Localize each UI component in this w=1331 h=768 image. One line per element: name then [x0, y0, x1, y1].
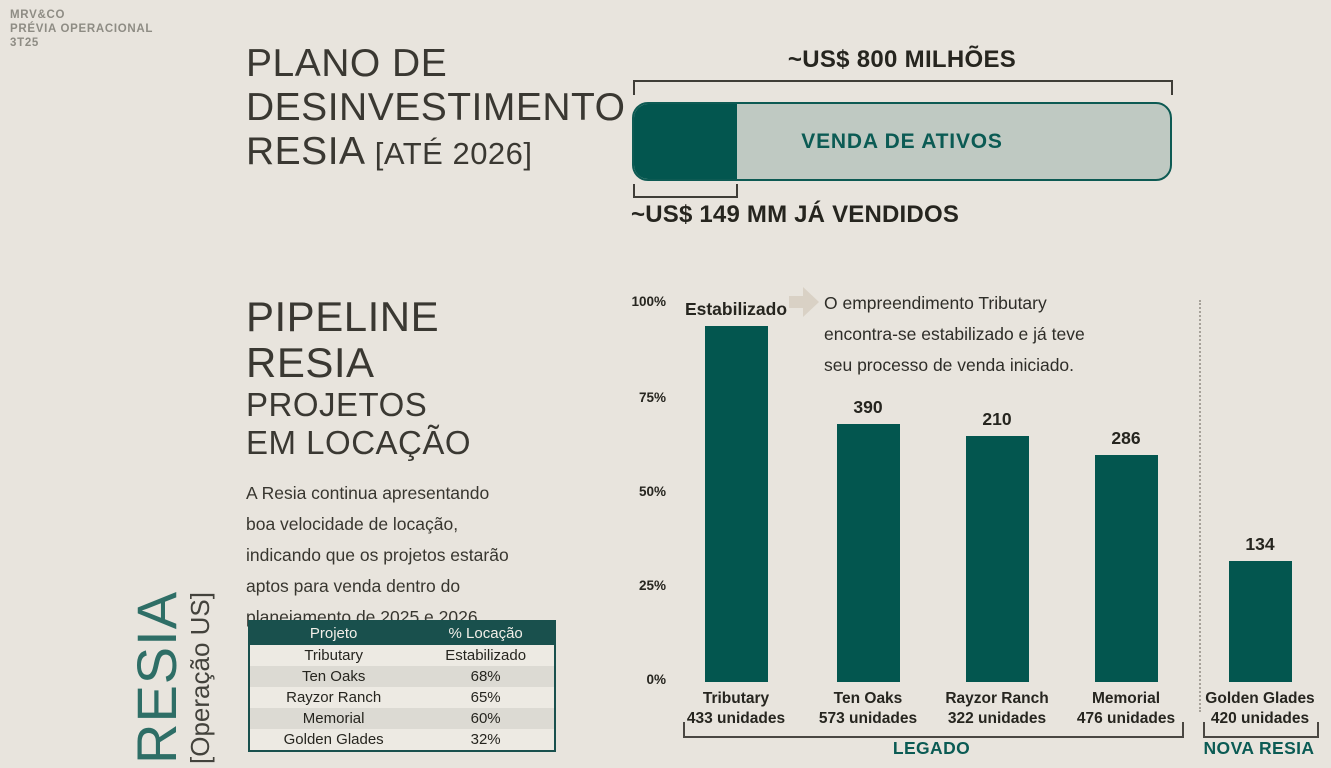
bar-golden-glades	[1228, 561, 1292, 682]
x-label-project: Rayzor Ranch	[945, 690, 1049, 707]
total-target-label: ~US$ 800 MILHÕES	[787, 46, 1017, 73]
bar-value-label: 210	[982, 409, 1012, 429]
x-label-units: 322 unidades	[947, 709, 1047, 727]
x-label-project: Tributary	[702, 690, 770, 707]
cell-leasing-pct: 65%	[417, 687, 555, 708]
bar-rayzor-ranch	[965, 436, 1029, 682]
table-header-project: Projeto	[249, 621, 418, 645]
legacy-nova-separator	[1199, 300, 1201, 712]
x-axis-label: Memorial 476 unidades	[1048, 689, 1204, 728]
cell-leasing-pct: 68%	[417, 666, 555, 687]
arrow-right-icon	[789, 287, 819, 317]
x-axis-label: Rayzor Ranch 322 unidades	[919, 689, 1075, 728]
cell-project-name: Golden Glades	[249, 729, 418, 751]
progressbar-sold-fill	[634, 104, 737, 179]
nova-resia-bracket	[1203, 722, 1319, 738]
x-label-project: Memorial	[1091, 690, 1161, 707]
projects-table: Projeto % Locação Tributary Estabilizado T…	[248, 620, 556, 752]
page-title-line1: PLANO DE	[246, 42, 448, 85]
x-axis-label: Golden Glades 420 unidades	[1182, 689, 1331, 728]
sold-bracket	[633, 184, 738, 198]
table-header-leasing: % Locação	[417, 621, 555, 645]
nova-resia-label: NOVA RESIA	[1203, 738, 1315, 758]
page-title: PLANO DE DESINVESTIMENTO RESIA [ATÉ 2026…	[246, 42, 626, 176]
pipeline-paragraph: A Resia continua apresentando boa veloci…	[246, 483, 509, 627]
cell-leasing-pct: Estabilizado	[417, 645, 555, 666]
table-header-row: Projeto % Locação	[249, 621, 555, 645]
y-axis-tick: 100%	[631, 294, 666, 309]
bar-tributary	[704, 326, 768, 682]
page-title-deadline: [ATÉ 2026]	[374, 136, 533, 171]
pipeline-title-line2: RESIA	[246, 339, 375, 386]
vertical-operation-label: [Operação US]	[185, 592, 215, 764]
progressbar-label: VENDA DE ATIVOS	[801, 129, 1003, 153]
x-label-units: 476 unidades	[1076, 709, 1176, 727]
legado-bracket	[683, 722, 1184, 738]
x-axis-label: Ten Oaks 573 unidades	[790, 689, 946, 728]
asset-sale-progressbar	[632, 102, 1172, 181]
sold-amount-label: ~US$ 149 MM JÁ VENDIDOS	[631, 201, 960, 228]
report-quarter: 3T25	[10, 37, 40, 49]
table-row: Memorial 60%	[249, 708, 555, 729]
legado-label: LEGADO	[892, 738, 971, 758]
pipeline-subtitle-line1: PROJETOS	[246, 386, 428, 423]
table-row: Rayzor Ranch 65%	[249, 687, 555, 708]
cell-project-name: Ten Oaks	[249, 666, 418, 687]
total-bracket	[633, 80, 1173, 95]
page-title-line3: RESIA [ATÉ 2026]	[246, 130, 626, 176]
table-row: Golden Glades 32%	[249, 729, 555, 751]
cell-project-name: Tributary	[249, 645, 418, 666]
table-row: Tributary Estabilizado	[249, 645, 555, 666]
tributary-annotation: O empreendimento Tributary encontra-se e…	[824, 293, 1085, 375]
x-label-units: 573 unidades	[818, 709, 918, 727]
bar-value-label: 134	[1245, 534, 1275, 554]
page-title-brand: RESIA	[246, 130, 364, 173]
x-label-project: Ten Oaks	[833, 690, 903, 707]
x-label-units: 433 unidades	[686, 709, 786, 727]
pipeline-title-line1: PIPELINE	[246, 293, 440, 340]
x-label-project: Golden Glades	[1205, 690, 1315, 707]
cell-leasing-pct: 32%	[417, 729, 555, 751]
pipeline-subtitle-line2: EM LOCAÇÃO	[246, 424, 472, 461]
y-axis-tick: 75%	[638, 390, 666, 405]
bar-ten-oaks	[836, 424, 900, 682]
report-name: PRÉVIA OPERACIONAL	[10, 23, 154, 35]
report-brand: MRV&CO	[10, 9, 66, 21]
x-axis-label: Tributary 433 unidades	[658, 689, 814, 728]
cell-leasing-pct: 60%	[417, 708, 555, 729]
page-title-line2: DESINVESTIMENTO	[246, 86, 626, 129]
report-meta: MRV&CO PRÉVIA OPERACIONAL 3T25	[10, 8, 153, 50]
bar-value-label: 286	[1111, 428, 1141, 448]
bar-memorial	[1094, 455, 1158, 682]
y-axis-tick: 50%	[638, 484, 666, 499]
y-axis-tick: 0%	[646, 672, 666, 687]
vertical-brand-label: RESIA	[125, 590, 188, 764]
bar-value-label: 390	[853, 397, 883, 417]
x-label-units: 420 unidades	[1210, 709, 1310, 727]
bar-value-label: Estabilizado	[684, 299, 788, 319]
pipeline-title: PIPELINE RESIA PROJETOS EM LOCAÇÃO	[246, 294, 471, 462]
table-row: Ten Oaks 68%	[249, 666, 555, 687]
y-axis-tick: 25%	[638, 578, 666, 593]
cell-project-name: Rayzor Ranch	[249, 687, 418, 708]
cell-project-name: Memorial	[249, 708, 418, 729]
